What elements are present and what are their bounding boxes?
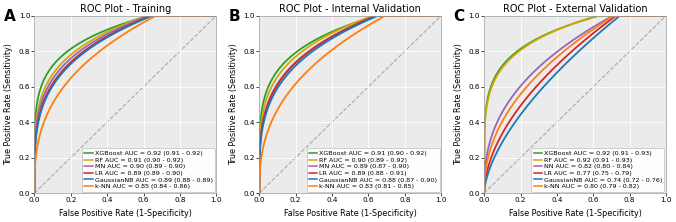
Text: A: A [3,8,15,24]
Y-axis label: True Positive Rate (Sensitivity): True Positive Rate (Sensitivity) [454,44,463,165]
Title: ROC Plot - Internal Validation: ROC Plot - Internal Validation [279,4,421,14]
X-axis label: False Positive Rate (1-Specificity): False Positive Rate (1-Specificity) [59,209,192,218]
Title: ROC Plot - Training: ROC Plot - Training [80,4,171,14]
Y-axis label: True Positive Rate (Sensitivity): True Positive Rate (Sensitivity) [4,44,13,165]
Y-axis label: True Positive Rate (Sensitivity): True Positive Rate (Sensitivity) [229,44,238,165]
Title: ROC Plot - External Validation: ROC Plot - External Validation [503,4,648,14]
Text: B: B [228,8,240,24]
X-axis label: False Positive Rate (1-Specificity): False Positive Rate (1-Specificity) [284,209,416,218]
Text: C: C [453,8,464,24]
Legend: XGBoost AUC = 0.92 (0.91 - 0.93), RF AUC = 0.92 (0.91 - 0.93), NN AUC = 0.82 (0.: XGBoost AUC = 0.92 (0.91 - 0.93), RF AUC… [531,149,665,192]
X-axis label: False Positive Rate (1-Specificity): False Positive Rate (1-Specificity) [508,209,642,218]
Legend: XGBoost AUC = 0.91 (0.90 - 0.92), RF AUC = 0.90 (0.89 - 0.92), MN AUC = 0.89 (0.: XGBoost AUC = 0.91 (0.90 - 0.92), RF AUC… [307,149,439,192]
Legend: XGBoost AUC = 0.92 (0.91 - 0.92), RF AUC = 0.91 (0.90 - 0.92), MN AUC = 0.90 (0.: XGBoost AUC = 0.92 (0.91 - 0.92), RF AUC… [82,149,215,192]
